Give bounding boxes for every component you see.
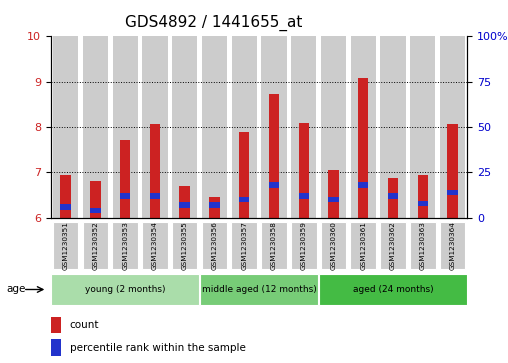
Bar xyxy=(351,36,376,218)
FancyBboxPatch shape xyxy=(142,223,168,269)
Bar xyxy=(328,170,339,218)
FancyBboxPatch shape xyxy=(51,274,199,305)
Text: GSM1230358: GSM1230358 xyxy=(271,221,277,270)
Bar xyxy=(120,193,131,199)
FancyBboxPatch shape xyxy=(321,223,346,269)
Bar xyxy=(299,123,309,218)
Text: count: count xyxy=(70,321,99,330)
Text: age: age xyxy=(7,285,26,294)
Text: young (2 months): young (2 months) xyxy=(85,285,166,294)
Bar xyxy=(51,317,61,333)
Bar xyxy=(90,208,101,213)
Bar xyxy=(239,197,249,202)
Bar xyxy=(321,36,346,218)
Bar xyxy=(113,36,138,218)
Bar xyxy=(179,202,190,208)
Bar xyxy=(328,197,339,202)
Bar xyxy=(83,36,108,218)
Bar xyxy=(418,200,428,206)
Bar xyxy=(388,193,398,199)
Text: GSM1230352: GSM1230352 xyxy=(92,221,99,270)
Text: GSM1230364: GSM1230364 xyxy=(450,221,456,270)
Text: GSM1230357: GSM1230357 xyxy=(241,221,247,270)
FancyBboxPatch shape xyxy=(380,223,406,269)
Bar xyxy=(150,124,160,218)
Text: GSM1230351: GSM1230351 xyxy=(62,221,69,270)
Bar xyxy=(209,202,219,208)
Text: GSM1230362: GSM1230362 xyxy=(390,221,396,270)
Text: middle aged (12 months): middle aged (12 months) xyxy=(202,285,316,294)
FancyBboxPatch shape xyxy=(53,223,78,269)
Bar xyxy=(120,140,131,218)
Bar xyxy=(51,339,61,356)
FancyBboxPatch shape xyxy=(440,223,465,269)
FancyBboxPatch shape xyxy=(261,223,287,269)
FancyBboxPatch shape xyxy=(112,223,138,269)
Bar xyxy=(172,36,197,218)
FancyBboxPatch shape xyxy=(410,223,435,269)
FancyBboxPatch shape xyxy=(83,223,108,269)
Bar xyxy=(291,36,316,218)
Bar xyxy=(410,36,435,218)
Bar xyxy=(261,36,287,218)
Text: GSM1230353: GSM1230353 xyxy=(122,221,128,270)
Bar xyxy=(60,204,71,209)
Text: aged (24 months): aged (24 months) xyxy=(353,285,433,294)
FancyBboxPatch shape xyxy=(291,223,316,269)
FancyBboxPatch shape xyxy=(200,274,318,305)
FancyBboxPatch shape xyxy=(319,274,467,305)
Bar xyxy=(142,36,168,218)
Bar xyxy=(232,36,257,218)
Text: GSM1230356: GSM1230356 xyxy=(211,221,217,270)
Text: GSM1230355: GSM1230355 xyxy=(182,221,187,270)
Bar xyxy=(269,182,279,188)
Bar xyxy=(447,189,458,195)
Text: GSM1230361: GSM1230361 xyxy=(360,221,366,270)
Text: GSM1230354: GSM1230354 xyxy=(152,221,158,270)
FancyBboxPatch shape xyxy=(232,223,257,269)
Bar xyxy=(209,197,219,218)
FancyBboxPatch shape xyxy=(172,223,198,269)
Bar xyxy=(269,94,279,218)
Bar xyxy=(179,186,190,218)
Text: GDS4892 / 1441655_at: GDS4892 / 1441655_at xyxy=(124,15,302,31)
Bar xyxy=(358,182,368,188)
Text: GSM1230360: GSM1230360 xyxy=(331,221,336,270)
Bar xyxy=(150,193,160,199)
Bar xyxy=(388,178,398,218)
Bar xyxy=(380,36,405,218)
Text: GSM1230359: GSM1230359 xyxy=(301,221,307,270)
Bar xyxy=(447,124,458,218)
Bar xyxy=(440,36,465,218)
FancyBboxPatch shape xyxy=(202,223,227,269)
Bar xyxy=(418,175,428,218)
Bar xyxy=(60,175,71,218)
Bar xyxy=(358,78,368,218)
Bar xyxy=(53,36,78,218)
Bar xyxy=(202,36,227,218)
Bar xyxy=(239,132,249,218)
Text: percentile rank within the sample: percentile rank within the sample xyxy=(70,343,245,352)
Text: GSM1230363: GSM1230363 xyxy=(420,221,426,270)
Bar xyxy=(90,180,101,218)
FancyBboxPatch shape xyxy=(351,223,376,269)
Bar xyxy=(299,193,309,199)
